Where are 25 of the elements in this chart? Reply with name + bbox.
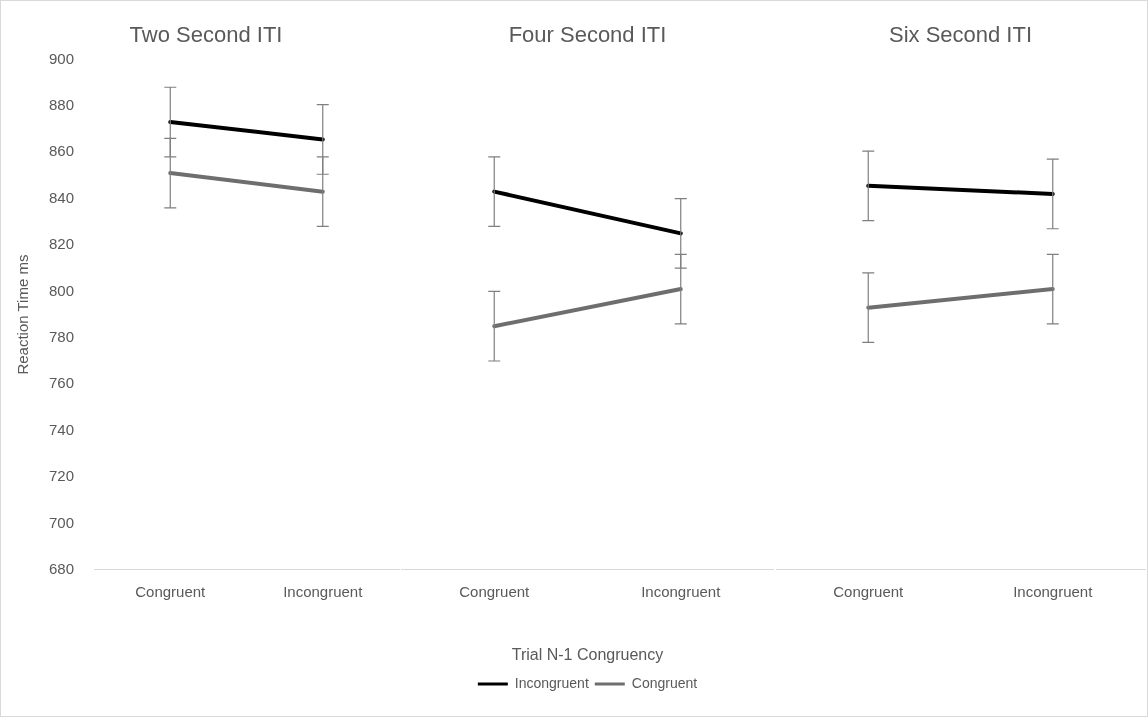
- y-tick-label: 800: [49, 281, 75, 299]
- chart-title: Six Second ITI: [888, 22, 1033, 48]
- y-tick-label: 860: [49, 142, 75, 160]
- y-tick-label: 900: [49, 49, 75, 67]
- x-tick-label: Congruent: [135, 582, 207, 600]
- chart-title: Two Second ITI: [129, 22, 283, 48]
- y-axis-title: Reaction Time ms: [14, 254, 32, 375]
- x-axis-title: Trial N-1 Congruency: [511, 645, 664, 663]
- y-tick-label: 880: [49, 95, 75, 113]
- chart-title: Four Second ITI: [508, 22, 667, 48]
- x-tick-label: Incongruent: [283, 582, 364, 600]
- legend-label: Incongruent: [514, 674, 589, 691]
- y-tick-label: 820: [49, 235, 75, 253]
- y-tick-label: 680: [49, 559, 75, 577]
- y-tick-label: 780: [49, 327, 75, 345]
- x-tick-label: Incongruent: [641, 582, 722, 600]
- x-tick-label: Incongruent: [1013, 582, 1094, 600]
- y-tick-label: 840: [49, 188, 75, 206]
- y-tick-label: 760: [49, 374, 75, 392]
- legend-label: Congruent: [631, 674, 698, 691]
- y-tick-label: 740: [49, 420, 75, 438]
- y-tick-label: 720: [49, 467, 75, 485]
- x-tick-label: Congruent: [833, 582, 905, 600]
- y-tick-label: 700: [49, 513, 75, 531]
- x-tick-label: Congruent: [459, 582, 531, 600]
